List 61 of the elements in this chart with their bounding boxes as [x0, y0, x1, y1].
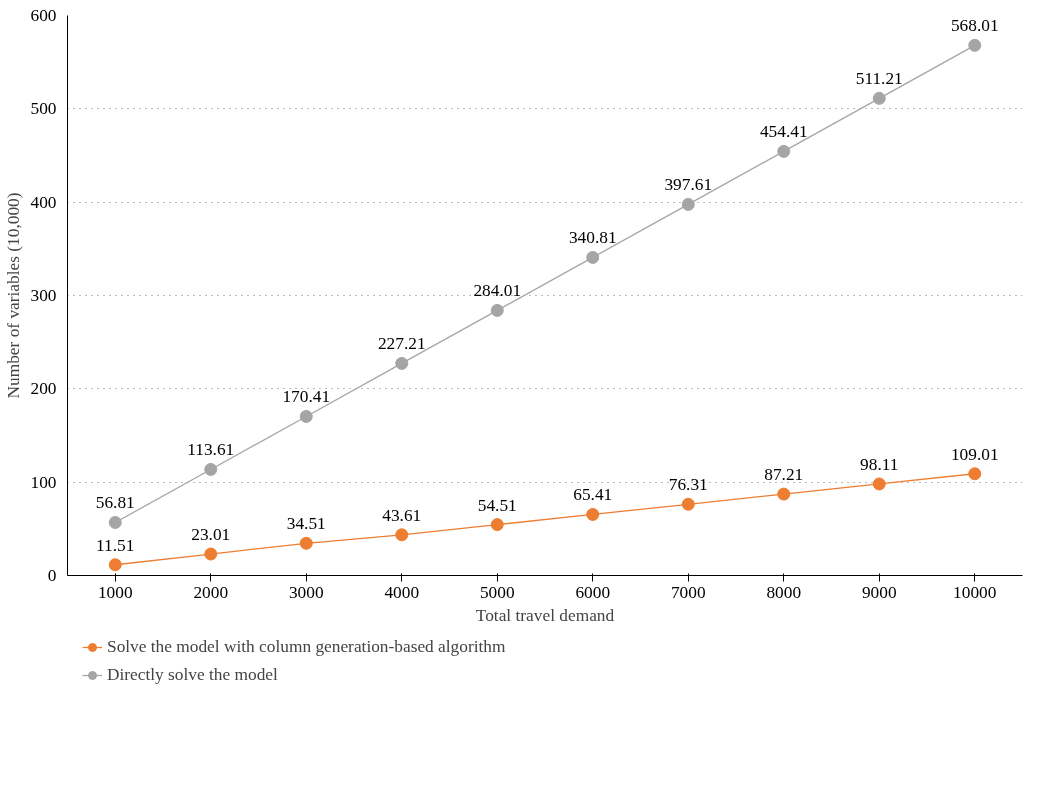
x-tick-label: 10000 [953, 582, 997, 602]
point [586, 507, 600, 521]
data-label: 11.51 [96, 535, 135, 555]
point [395, 528, 409, 542]
point [299, 536, 313, 550]
y-tick-label: 300 [30, 286, 57, 305]
data-label: 56.81 [95, 493, 135, 513]
point [204, 547, 218, 561]
y-axis-title: Number of variables (10,000) [3, 192, 23, 399]
x-tick-label: 7000 [670, 582, 706, 602]
x-tick-label: 2000 [193, 582, 229, 602]
x-tick-label: 1000 [97, 582, 133, 602]
data-label: 397.61 [664, 175, 713, 195]
x-axis-title: Total travel demand [475, 605, 615, 625]
point [586, 250, 600, 264]
data-label: 170.41 [282, 387, 331, 407]
y-tick-label: 500 [30, 99, 57, 119]
data-label: 65.41 [573, 485, 613, 505]
data-label: 87.21 [764, 465, 804, 485]
legend-label: Directly solve the model [107, 665, 278, 685]
x-tick-label: 4000 [384, 582, 420, 602]
x-tick-label: 9000 [861, 582, 897, 602]
legend-label: Solve the model with column generation-based algorithm [107, 637, 506, 657]
point [681, 197, 695, 211]
y-tick-label: 0 [47, 566, 57, 585]
data-label: 43.61 [382, 505, 422, 525]
point [395, 356, 409, 370]
point [968, 467, 982, 481]
point [777, 144, 791, 158]
data-label: 340.81 [568, 228, 617, 248]
x-tick-label: 6000 [575, 582, 611, 602]
x-tick-label: 8000 [766, 582, 802, 602]
data-label: 227.21 [377, 334, 426, 354]
point [490, 303, 504, 317]
point [872, 91, 886, 105]
data-label: 511.21 [855, 69, 903, 89]
data-label: 454.41 [759, 122, 808, 142]
data-label: 76.31 [668, 475, 708, 495]
y-tick-label: 400 [30, 192, 57, 212]
y-tick-label: 200 [30, 379, 57, 399]
data-label: 284.01 [473, 281, 522, 301]
data-label: 568.01 [950, 16, 999, 36]
x-tick-label: 3000 [288, 582, 324, 602]
data-label: 54.51 [477, 495, 517, 515]
y-tick-label: 600 [30, 6, 57, 25]
point [490, 518, 504, 532]
y-tick-label: 100 [30, 472, 57, 492]
point [204, 462, 218, 476]
data-label: 109.01 [950, 444, 999, 464]
point [108, 515, 122, 529]
point [872, 477, 886, 491]
point [681, 497, 695, 511]
data-label: 34.51 [286, 514, 326, 534]
x-tick-label: 5000 [479, 582, 515, 602]
point [968, 38, 982, 52]
data-label: 113.61 [187, 440, 235, 460]
point [777, 487, 791, 501]
point [108, 558, 122, 572]
point [299, 409, 313, 423]
data-label: 23.01 [191, 525, 231, 545]
data-label: 98.11 [860, 454, 899, 474]
